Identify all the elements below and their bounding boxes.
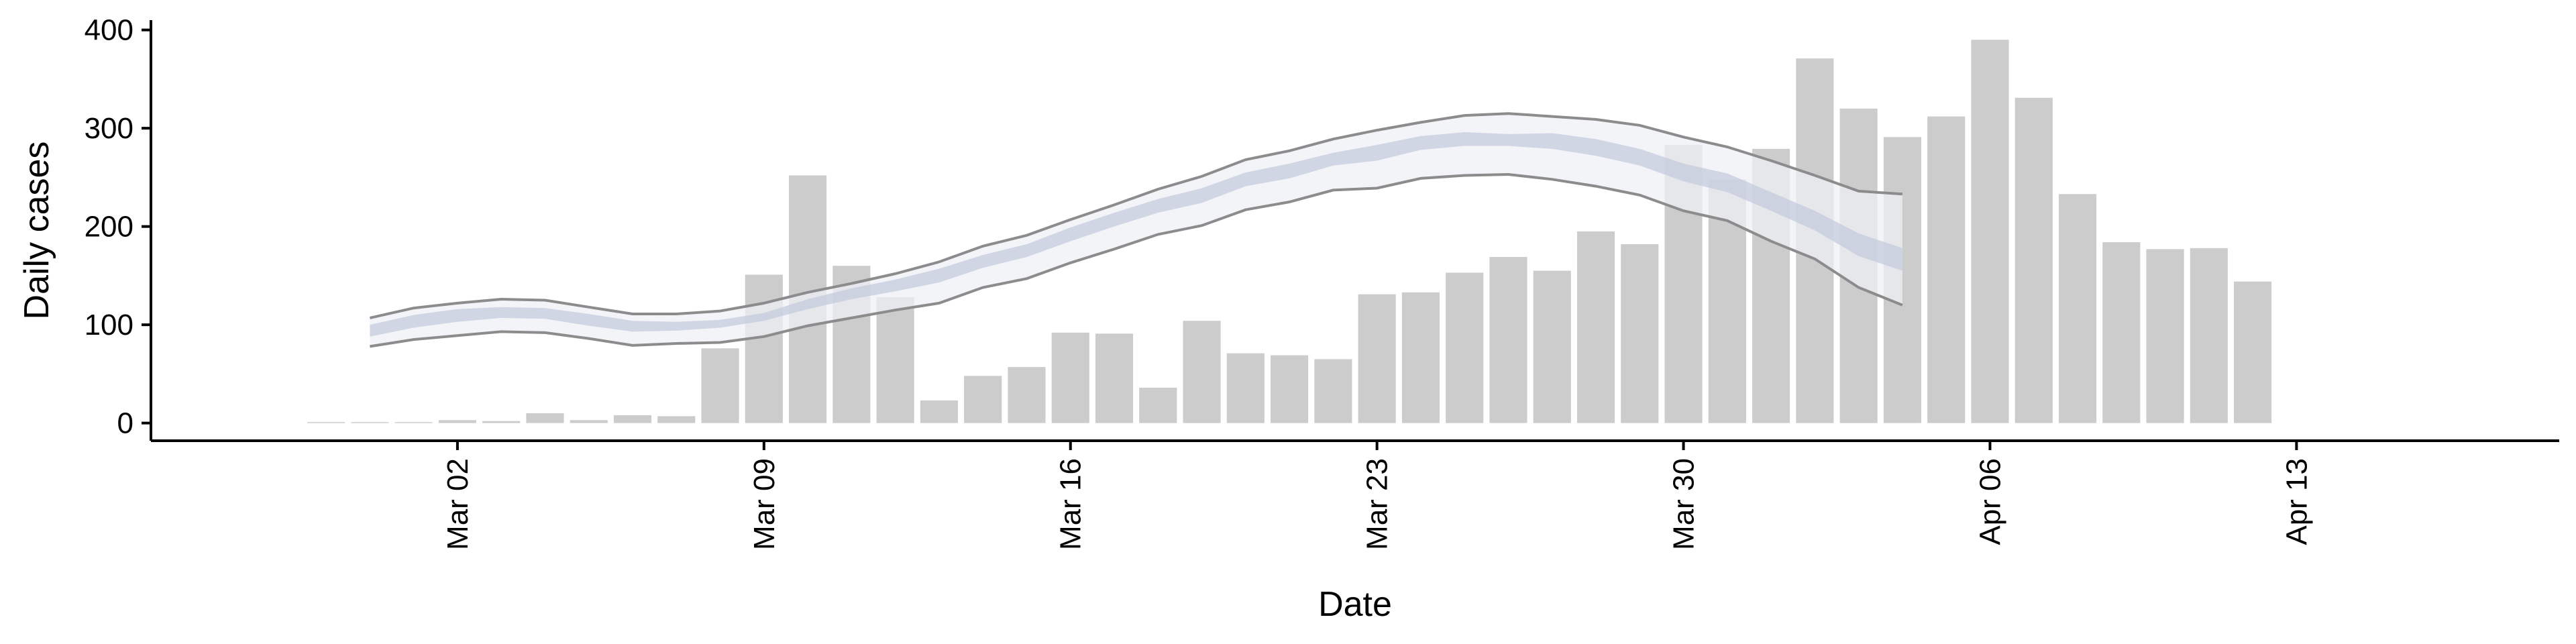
bar <box>1446 272 1484 423</box>
bar <box>745 274 783 423</box>
bar <box>876 297 914 423</box>
estimate-band-50 <box>370 132 1902 337</box>
bar <box>2190 248 2228 423</box>
estimate-lower-line <box>370 172 1903 348</box>
x-tick-label: Mar 30 <box>1668 458 1701 550</box>
bar <box>2102 242 2141 423</box>
y-tick-label: 100 <box>85 309 133 341</box>
bar <box>2234 281 2272 423</box>
bar <box>1358 294 1396 423</box>
bar <box>1927 116 1966 423</box>
x-tick-label: Mar 02 <box>441 458 474 550</box>
y-tick-label: 200 <box>85 211 133 244</box>
bar <box>1183 321 1221 423</box>
bar <box>1576 231 1615 423</box>
bar <box>920 400 958 423</box>
bar <box>964 376 1002 423</box>
x-tick-label: Apr 13 <box>2280 458 2313 545</box>
y-tick-label: 0 <box>117 407 133 440</box>
y-tick-label: 300 <box>85 112 133 145</box>
bar <box>394 422 433 423</box>
bar <box>2015 97 2053 423</box>
bar <box>701 348 739 423</box>
bar <box>1533 270 1571 423</box>
bars-layer <box>307 40 2272 423</box>
x-tick-label: Apr 06 <box>1974 458 2007 545</box>
x-tick-label: Mar 23 <box>1361 458 1394 550</box>
bar <box>526 413 564 423</box>
bar <box>1314 359 1352 423</box>
bar <box>1971 40 2009 423</box>
bar <box>438 420 476 423</box>
estimate-band-90 <box>370 113 1902 347</box>
x-tick-label: Mar 09 <box>748 458 781 550</box>
bar <box>1095 333 1134 423</box>
estimate-band-layer <box>369 112 1903 348</box>
bar <box>1271 355 1309 423</box>
bar <box>1051 332 1089 423</box>
estimate-upper-line <box>369 112 1903 319</box>
bar <box>1139 387 1177 423</box>
bar <box>1621 244 1659 423</box>
y-axis-title: Daily cases <box>17 142 56 320</box>
bar <box>2058 194 2097 423</box>
bar <box>1226 353 1265 423</box>
bar <box>657 416 696 423</box>
bar <box>1489 257 1527 423</box>
bar <box>1401 292 1440 423</box>
x-axis-title: Date <box>1318 585 1392 624</box>
axes-layer: 0 100 200 300 400 Mar 02 Mar 09 Mar 16 Mar 23 Mar… <box>85 14 2559 550</box>
bar <box>351 422 389 423</box>
bar <box>307 422 345 423</box>
y-tick-label: 400 <box>85 14 133 47</box>
x-tick-label: Mar 16 <box>1055 458 1087 550</box>
bar <box>2146 249 2184 423</box>
bar <box>613 415 652 423</box>
bar <box>482 421 521 423</box>
bar <box>1008 367 1046 423</box>
bar <box>570 420 608 423</box>
